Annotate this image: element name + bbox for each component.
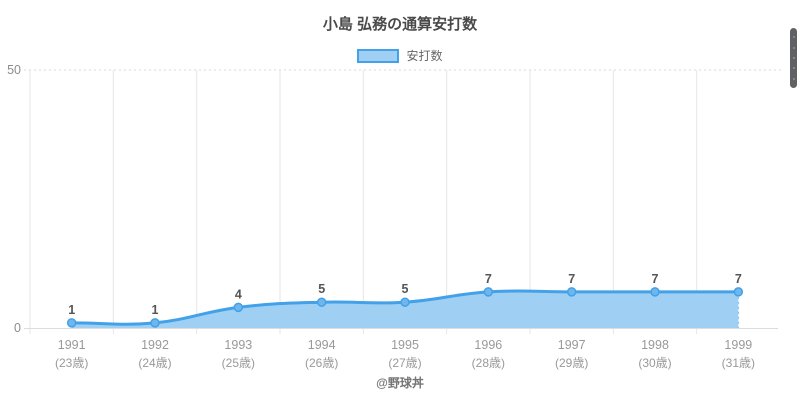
- x-tick-label-year: 1998: [641, 338, 669, 352]
- data-label: 1: [152, 303, 159, 317]
- x-tick-label-year: 1996: [474, 338, 502, 352]
- data-point[interactable]: [566, 287, 577, 297]
- data-label: 7: [568, 272, 575, 286]
- legend-label: 安打数: [406, 49, 443, 63]
- data-label: 7: [735, 272, 742, 286]
- x-tick-label-year: 1993: [224, 338, 252, 352]
- x-tick-label-age: (26歳): [305, 356, 338, 370]
- x-tick-label-year: 1992: [141, 338, 169, 352]
- data-point[interactable]: [400, 297, 410, 307]
- x-tick-label-age: (23歳): [55, 356, 88, 370]
- x-tick-label-age: (25歳): [222, 356, 255, 370]
- data-label: 4: [235, 287, 242, 301]
- data-point[interactable]: [733, 287, 744, 297]
- data-label: 5: [402, 282, 409, 296]
- x-tick-label-year: 1995: [391, 338, 419, 352]
- data-label: 7: [652, 272, 659, 286]
- x-tick-label-age: (29歳): [555, 356, 588, 370]
- x-tick-label-year: 1994: [308, 338, 336, 352]
- x-tick-label-year: 1997: [558, 338, 586, 352]
- data-point[interactable]: [233, 302, 244, 313]
- data-point[interactable]: [150, 318, 160, 328]
- y-tick-label-zero: 0: [14, 321, 21, 335]
- x-tick-label-year: 1991: [58, 338, 86, 352]
- data-point[interactable]: [483, 287, 494, 297]
- credit-text: @野球丼: [376, 376, 424, 390]
- data-point[interactable]: [66, 318, 77, 328]
- x-tick-label-age: (31歳): [722, 356, 755, 370]
- area-fill: [71, 290, 739, 328]
- data-label: 5: [318, 282, 325, 296]
- data-label: 7: [485, 272, 492, 286]
- x-tick-label-age: (28歳): [472, 356, 505, 370]
- data-label: 1: [68, 303, 75, 317]
- y-tick-label-max: 50: [7, 63, 21, 77]
- legend-item[interactable]: 安打数: [0, 47, 800, 64]
- data-point[interactable]: [316, 297, 327, 307]
- x-tick-label-age: (30歳): [638, 356, 671, 370]
- chart-title: 小島 弘務の通算安打数: [322, 16, 478, 33]
- scrollbar-thumb[interactable]: [790, 28, 797, 88]
- data-point[interactable]: [650, 287, 660, 297]
- x-tick-label-age: (27歳): [388, 356, 421, 370]
- legend-swatch-icon: [357, 48, 400, 63]
- x-tick-label-age: (24歳): [138, 356, 171, 370]
- x-tick-label-year: 1999: [724, 338, 752, 352]
